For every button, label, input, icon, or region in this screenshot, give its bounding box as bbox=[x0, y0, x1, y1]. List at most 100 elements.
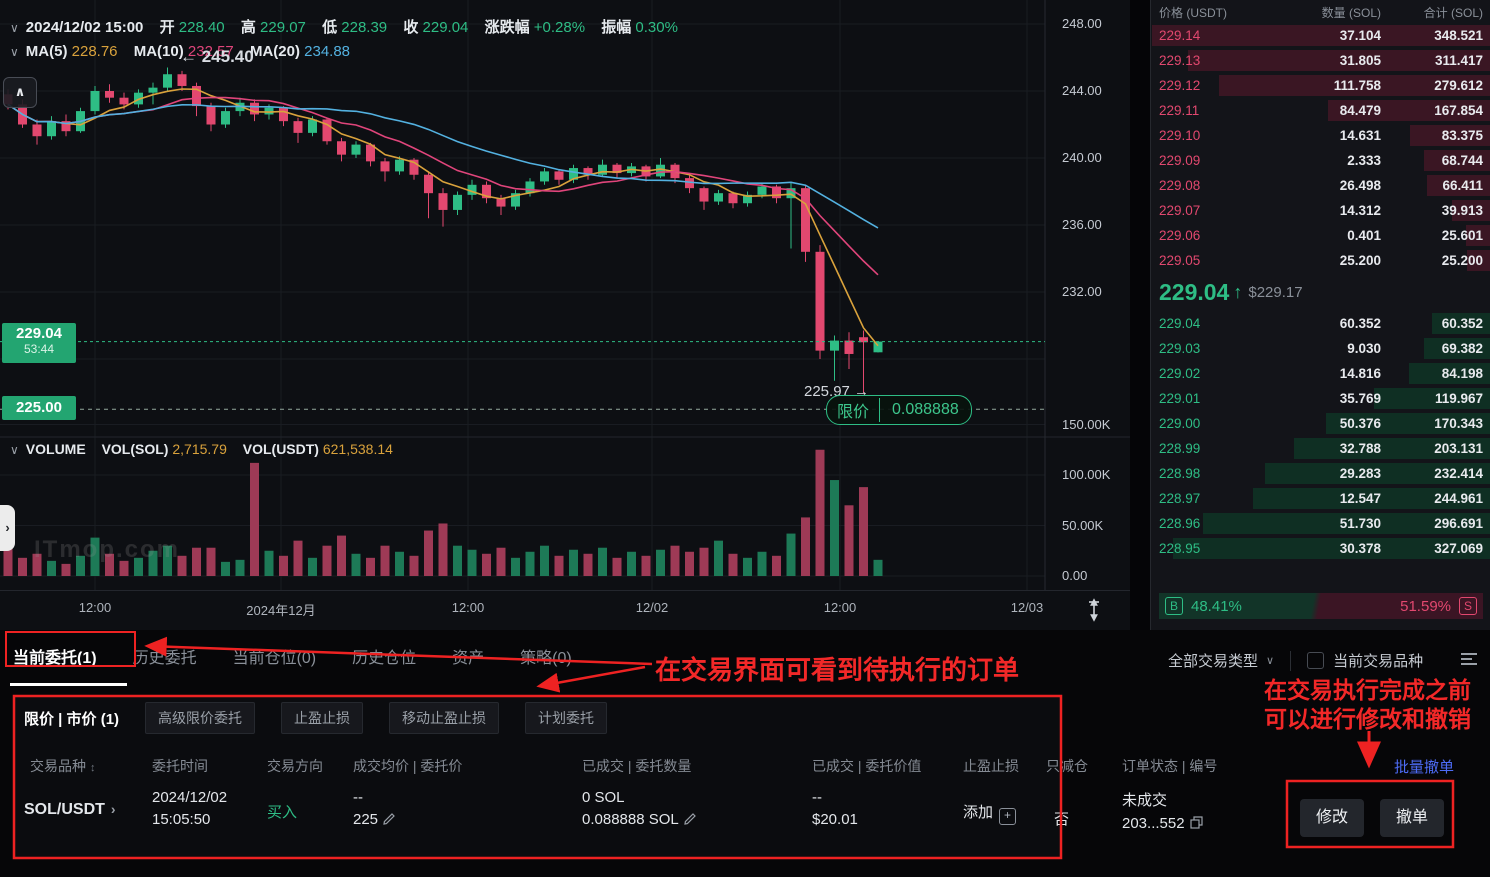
modify-order-button[interactable]: 修改 bbox=[1300, 799, 1364, 837]
depth-bar bbox=[1424, 150, 1490, 171]
orders-column-header: 已成交 | 委托数量 bbox=[582, 758, 692, 774]
order-type-subtab-0[interactable]: 限价 | 市价 (1) bbox=[24, 710, 120, 728]
ma10-label: MA(10) bbox=[133, 43, 184, 60]
orders-tab-1[interactable]: 历史委托 bbox=[132, 650, 197, 667]
change-value: +0.28% bbox=[533, 19, 586, 36]
orderbook-qty: 32.788 bbox=[1339, 441, 1381, 456]
orders-tab-2[interactable]: 当前仓位(0) bbox=[232, 650, 317, 667]
orderbook-bid-row[interactable]: 229.02 14.816 84.198 bbox=[1151, 361, 1490, 386]
order-type-subtabs: 限价 | 市价 (1) 高级限价委托 止盈止损 移动止盈止损 计划委托 bbox=[24, 702, 608, 734]
batch-cancel-link[interactable]: 批量撤单 bbox=[1394, 759, 1455, 776]
expand-sidebar-handle[interactable]: › bbox=[0, 505, 15, 551]
sort-icon[interactable]: ↕ bbox=[90, 762, 96, 774]
order-type-subtab-1[interactable]: 高级限价委托 bbox=[145, 702, 256, 734]
active-tab-underline bbox=[10, 683, 127, 686]
orders-column-header: 交易方向 bbox=[267, 758, 323, 774]
cancel-order-button[interactable]: 撤单 bbox=[1380, 799, 1444, 837]
order-type-subtab-2[interactable]: 止盈止损 bbox=[281, 702, 364, 734]
depth-bar bbox=[1325, 413, 1490, 434]
axis-scale-icon[interactable] bbox=[1086, 598, 1102, 627]
copy-icon[interactable] bbox=[1189, 816, 1203, 833]
orderbook-ask-row[interactable]: 229.13 31.805 311.417 bbox=[1151, 48, 1490, 73]
orderbook-bid-row[interactable]: 228.95 30.378 327.069 bbox=[1151, 536, 1490, 561]
orderbook-ask-row[interactable]: 229.05 25.200 25.200 bbox=[1151, 248, 1490, 273]
order-type-subtab-4[interactable]: 计划委托 bbox=[525, 702, 608, 734]
orderbook-price: 229.08 bbox=[1159, 178, 1201, 193]
candlestick-chart[interactable] bbox=[0, 0, 1130, 590]
vol-usdt-value: 621,538.14 bbox=[322, 441, 393, 457]
orderbook-price: 228.99 bbox=[1159, 441, 1201, 456]
orderbook-qty: 29.283 bbox=[1339, 466, 1381, 481]
trade-type-dropdown[interactable]: 全部交易类型 bbox=[1168, 653, 1259, 670]
orderbook-bid-row[interactable]: 228.98 29.283 232.414 bbox=[1151, 461, 1490, 486]
orderbook-ask-row[interactable]: 229.09 2.333 68.744 bbox=[1151, 148, 1490, 173]
orderbook-ask-row[interactable]: 229.06 0.401 25.601 bbox=[1151, 223, 1490, 248]
orders-column-header: 委托时间 bbox=[152, 758, 208, 774]
time-tick-label: 12/03 bbox=[1010, 600, 1044, 615]
axis-tick-label: 232.00 bbox=[1062, 284, 1102, 299]
orderbook-total: 25.601 bbox=[1441, 228, 1483, 243]
chevron-down-icon[interactable]: ∨ bbox=[10, 443, 19, 457]
orderbook-bid-row[interactable]: 228.96 51.730 296.691 bbox=[1151, 511, 1490, 536]
edit-price-icon[interactable] bbox=[383, 812, 395, 829]
orderbook-bid-row[interactable]: 228.99 32.788 203.131 bbox=[1151, 436, 1490, 461]
orders-tab-4[interactable]: 资产 bbox=[452, 650, 485, 667]
orderbook-ask-row[interactable]: 229.07 14.312 39.913 bbox=[1151, 198, 1490, 223]
orders-tab-3[interactable]: 历史仓位 bbox=[352, 650, 417, 667]
orders-tabs: 当前委托(1) 历史委托 当前仓位(0) 历史仓位 资产 策略(0) bbox=[13, 644, 572, 668]
chevron-down-icon[interactable]: ∨ bbox=[10, 21, 19, 35]
ma5-label: MA(5) bbox=[25, 43, 68, 60]
sell-ratio-value: 51.59% bbox=[1400, 597, 1451, 615]
orders-tab-5[interactable]: 策略(0) bbox=[520, 650, 572, 667]
orderbook-qty: 31.805 bbox=[1339, 53, 1381, 68]
orderbook-bid-row[interactable]: 229.04 60.352 60.352 bbox=[1151, 311, 1490, 336]
edit-qty-icon[interactable] bbox=[684, 812, 696, 829]
orderbook-bid-row[interactable]: 229.00 50.376 170.343 bbox=[1151, 411, 1490, 436]
vol-sol-label: VOL(SOL) bbox=[101, 441, 169, 457]
orderbook-total: 69.382 bbox=[1441, 341, 1483, 356]
orderbook-qty: 14.631 bbox=[1339, 128, 1381, 143]
buy-ratio-icon: B bbox=[1165, 597, 1183, 615]
order-type-subtab-3[interactable]: 移动止盈止损 bbox=[389, 702, 500, 734]
orderbook-total: 84.198 bbox=[1441, 366, 1483, 381]
axis-tick-label: 240.00 bbox=[1062, 150, 1102, 165]
orderbook-bid-row[interactable]: 229.03 9.030 69.382 bbox=[1151, 336, 1490, 361]
orderbook-bids: 229.04 60.352 60.352 229.03 9.030 69.382 229.0… bbox=[1151, 311, 1490, 561]
orderbook-ask-row[interactable]: 229.11 84.479 167.854 bbox=[1151, 98, 1490, 123]
orderbook-price: 229.09 bbox=[1159, 153, 1201, 168]
orderbook-last-price-row[interactable]: 229.04 ↑ $229.17 bbox=[1151, 275, 1490, 309]
orderbook-total: 167.854 bbox=[1434, 103, 1483, 118]
current-symbol-label: 当前交易品种 bbox=[1333, 653, 1424, 670]
orderbook-ask-row[interactable]: 229.10 14.631 83.375 bbox=[1151, 123, 1490, 148]
orderbook-ask-row[interactable]: 229.08 26.498 66.411 bbox=[1151, 173, 1490, 198]
time-axis[interactable]: 12:00 2024年12月 12:00 12/02 12:00 12/03 bbox=[0, 590, 1130, 631]
vol-usdt-label: VOL(USDT) bbox=[242, 441, 319, 457]
orders-tab-0[interactable]: 当前委托(1) bbox=[13, 650, 97, 667]
add-icon: + bbox=[999, 808, 1017, 825]
orderbook-ask-row[interactable]: 229.12 111.758 279.612 bbox=[1151, 73, 1490, 98]
orderbook-bid-row[interactable]: 228.97 12.547 244.961 bbox=[1151, 486, 1490, 511]
depth-bar bbox=[1409, 363, 1490, 384]
orderbook-price: 229.02 bbox=[1159, 366, 1201, 381]
order-symbol[interactable]: SOL/USDT › bbox=[24, 801, 116, 818]
collapse-panel-button[interactable]: ∧ bbox=[3, 77, 37, 108]
current-symbol-checkbox[interactable] bbox=[1307, 652, 1325, 669]
orderbook-qty: 37.104 bbox=[1339, 28, 1381, 43]
depth-bar bbox=[1265, 463, 1490, 484]
orders-column-header: 只减仓 bbox=[1046, 758, 1088, 774]
volume-title: VOLUME bbox=[25, 441, 86, 457]
column-settings-icon[interactable] bbox=[1461, 650, 1477, 668]
orderbook-price: 229.14 bbox=[1159, 28, 1201, 43]
chevron-down-icon[interactable]: ∨ bbox=[10, 45, 19, 59]
orderbook-total: 327.069 bbox=[1434, 541, 1483, 556]
orderbook-qty: 111.758 bbox=[1333, 78, 1381, 93]
price-axis[interactable]: 248.00 244.00 240.00 236.00 232.00 150.00K 100… bbox=[1046, 0, 1130, 590]
tp-sl-add[interactable]: 添加 + bbox=[963, 801, 1017, 825]
amplitude-value: 0.30% bbox=[635, 19, 678, 36]
limit-order-tooltip[interactable]: 限价 0.088888 bbox=[826, 395, 972, 426]
orderbook-qty: 2.333 bbox=[1347, 153, 1381, 168]
orderbook-ask-row[interactable]: 229.14 37.104 348.521 bbox=[1151, 23, 1490, 48]
orderbook-total: 25.200 bbox=[1441, 253, 1483, 268]
orderbook-bid-row[interactable]: 229.01 35.769 119.967 bbox=[1151, 386, 1490, 411]
